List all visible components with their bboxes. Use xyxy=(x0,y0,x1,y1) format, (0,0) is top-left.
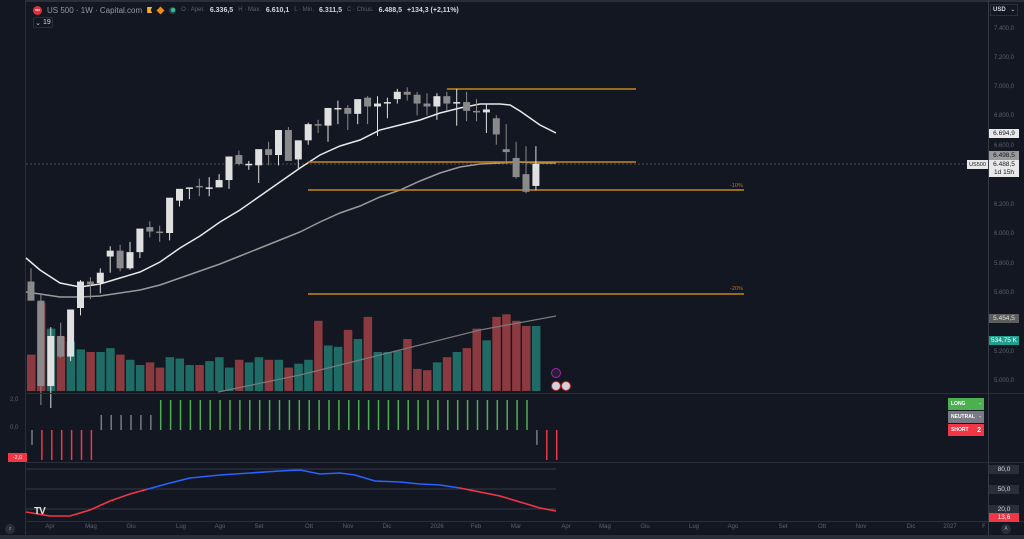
time-tick: F xyxy=(982,524,986,530)
change-value: +134,3 (+2,11%) xyxy=(407,6,459,14)
ma-slow-price-label: 6.498,5 xyxy=(989,151,1019,160)
time-tick: Dic xyxy=(382,524,392,530)
time-axis-separator xyxy=(26,521,988,522)
tradingview-logo[interactable]: TV xyxy=(34,506,46,517)
pane-separator-1-axis xyxy=(988,393,1024,394)
timezone-settings-button[interactable]: z xyxy=(5,524,15,534)
price-tick: 7.400,0 xyxy=(994,26,1015,32)
price-tick: 6.200,0 xyxy=(994,202,1015,208)
close-value: 6.488,5 xyxy=(378,6,402,14)
chevron-down-icon: ⌄ xyxy=(35,19,42,27)
high-value: 6.610,1 xyxy=(265,6,290,14)
time-tick: Set xyxy=(778,524,788,530)
time-tick: 2027 xyxy=(943,524,957,530)
indicators-toggle-button[interactable]: ⌄ 19 xyxy=(33,17,53,28)
price-tick: 7.000,0 xyxy=(994,84,1015,90)
time-tick: Ott xyxy=(817,524,827,530)
time-tick: Giu xyxy=(126,524,136,530)
market-status-icon[interactable] xyxy=(169,6,177,14)
long-label: LONG xyxy=(951,401,966,407)
auto-scale-button[interactable]: A xyxy=(1001,524,1011,534)
time-tick: Mag xyxy=(85,524,97,530)
time-tick: Mar xyxy=(510,524,522,530)
high-label: H · Max. xyxy=(238,7,261,13)
price-tick: 5.000,0 xyxy=(994,378,1015,384)
left-toolbar xyxy=(0,0,26,539)
currency-selector[interactable]: USD ⌄ xyxy=(990,4,1018,16)
neutral-label: NEUTRAL xyxy=(951,414,975,420)
time-tick: Set xyxy=(254,524,264,530)
osc-tick-50: 50,0 xyxy=(989,485,1019,494)
last-price-label: 6.488,5 xyxy=(989,160,1019,169)
time-tick: Ago xyxy=(727,524,739,530)
short-label: SHORT xyxy=(951,427,969,433)
price-tick: 6.000,0 xyxy=(994,231,1015,237)
time-tick: Nov xyxy=(342,524,354,530)
signal-tick-0: 0,0 xyxy=(10,425,19,431)
signal-legend-short: SHORT 2 xyxy=(948,424,984,436)
signal-legend-long: LONG - xyxy=(948,398,984,410)
price-tick: 7.200,0 xyxy=(994,55,1015,61)
pane-separator-1[interactable] xyxy=(26,393,988,394)
close-label: C · Chius. xyxy=(346,7,374,13)
price-tick: 6.600,0 xyxy=(994,143,1015,149)
level-minus20-label: -20% xyxy=(730,286,743,292)
pane-separator-2[interactable] xyxy=(26,462,988,463)
time-tick: Lug xyxy=(688,524,700,530)
time-tick: Apr xyxy=(45,524,55,530)
short-value: 2 xyxy=(977,426,981,434)
neutral-value: - xyxy=(979,414,981,420)
osc-current-label: 13,6 xyxy=(989,513,1019,522)
time-tick: Nov xyxy=(855,524,867,530)
time-tick: Dic xyxy=(906,524,916,530)
time-tick: Giu xyxy=(640,524,650,530)
low-value: 6.311,5 xyxy=(319,6,342,14)
symbol-title[interactable]: US 500 · 1W · Capital.com xyxy=(47,5,143,15)
level-minus10-label: -10% xyxy=(730,183,743,189)
time-tick: Feb xyxy=(470,524,482,530)
top-border xyxy=(0,0,1024,2)
pane-separator-2-axis xyxy=(988,462,1024,463)
low-label: L · Min. xyxy=(294,7,314,13)
ma-fast-price-label: 6.694,9 xyxy=(989,129,1019,138)
price-tick: 5.800,0 xyxy=(994,261,1015,267)
osc-tick-20: 20,0 xyxy=(989,505,1019,514)
countdown-label: 1d 15h xyxy=(989,168,1019,177)
signal-current-label: -2,0 xyxy=(8,453,27,462)
signal-legend-neutral: NEUTRAL - xyxy=(948,411,984,423)
symbol-logo-icon: 500 xyxy=(33,5,42,15)
price-tick: 5.600,0 xyxy=(994,290,1015,296)
volume-label: 534,75 K xyxy=(989,336,1019,345)
bottom-border xyxy=(0,535,1024,539)
chevron-down-icon: ⌄ xyxy=(1010,7,1015,13)
time-tick: Apr xyxy=(561,524,571,530)
symbol-price-tag: US500 xyxy=(967,160,988,169)
diamond-icon[interactable] xyxy=(156,6,165,14)
open-label: O · Aper. xyxy=(181,7,205,13)
time-tick: Mag xyxy=(599,524,611,530)
price-tick: 6.800,0 xyxy=(994,113,1015,119)
volume-ma-label: 5.454,5 xyxy=(989,314,1019,323)
time-tick: Ago xyxy=(214,524,226,530)
symbol-legend: 500 US 500 · 1W · Capital.com O · Aper. … xyxy=(33,3,459,17)
open-value: 6.336,5 xyxy=(209,6,234,14)
signal-tick-2: 2,0 xyxy=(10,397,19,403)
osc-tick-80: 80,0 xyxy=(989,465,1019,474)
long-value: - xyxy=(979,401,981,407)
flag-icon[interactable] xyxy=(147,7,153,13)
time-tick: Ott xyxy=(304,524,314,530)
price-axis-separator xyxy=(988,0,989,535)
price-tick: 5.200,0 xyxy=(994,349,1015,355)
time-tick: Lug xyxy=(175,524,187,530)
time-tick: 2026 xyxy=(430,524,444,530)
indicators-count: 19 xyxy=(43,19,51,26)
currency-value: USD xyxy=(993,7,1006,13)
